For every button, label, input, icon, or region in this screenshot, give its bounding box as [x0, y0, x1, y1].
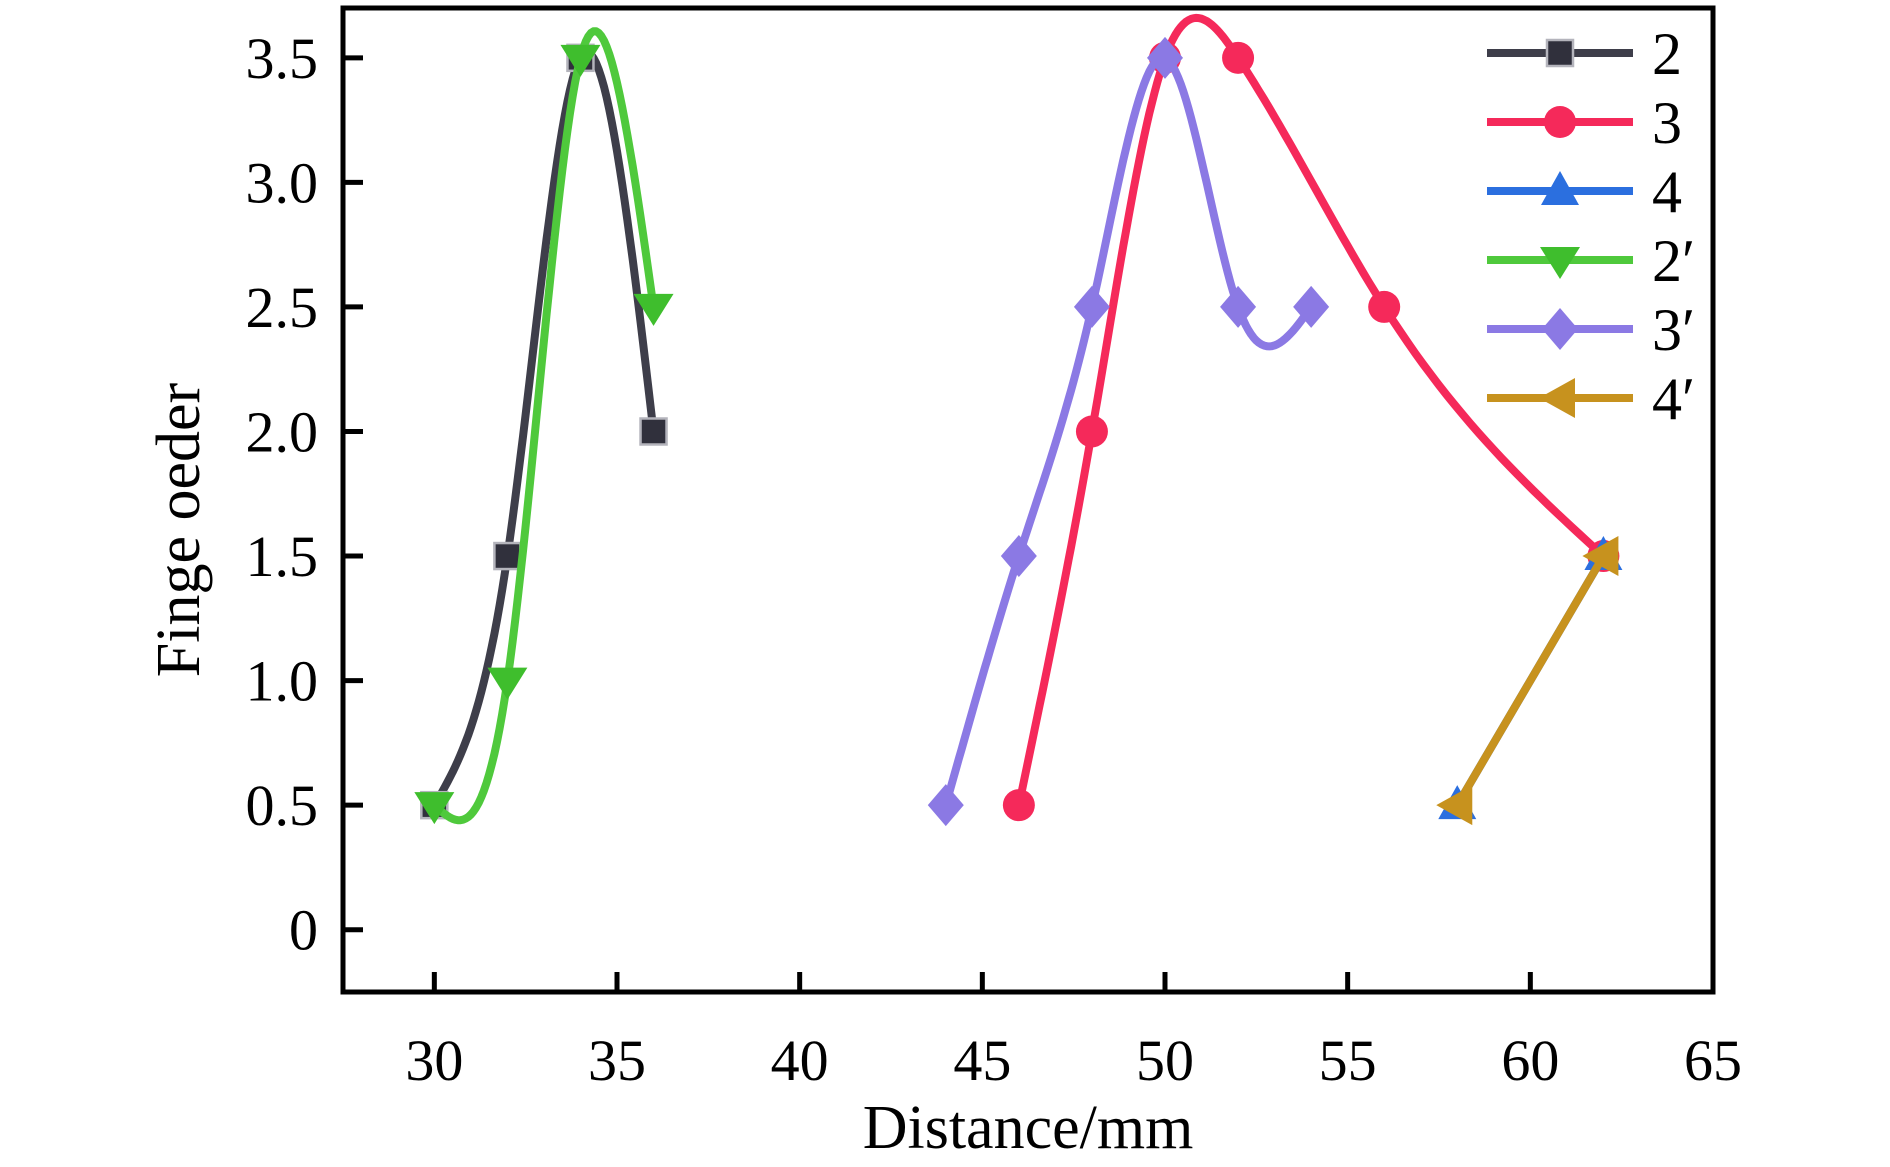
y-tick-label: 3.5 — [246, 26, 319, 91]
series-6-marker — [1436, 785, 1473, 826]
x-tick-label: 65 — [1684, 1028, 1742, 1093]
legend-marker — [1545, 38, 1575, 68]
legend-marker — [1539, 378, 1575, 418]
legend-item-4: 2′ — [1487, 228, 1695, 294]
series-6-line — [1453, 552, 1608, 810]
plot-area — [340, 5, 1716, 995]
series-5-marker — [1073, 285, 1110, 328]
y-tick-label: 0.5 — [246, 773, 319, 838]
legend-item-1: 2 — [1487, 21, 1682, 87]
y-tick-label: 2.5 — [246, 275, 319, 340]
x-tick-label: 40 — [771, 1028, 829, 1093]
series-5-marker — [1293, 285, 1330, 328]
series-5-line — [941, 53, 1316, 810]
series-4-line — [430, 27, 658, 825]
series-4-marker — [487, 667, 528, 700]
series-5-marker — [1220, 285, 1257, 328]
series-2-marker — [1222, 41, 1255, 74]
series-2-marker — [1368, 290, 1401, 323]
legend-label: 2 — [1652, 21, 1682, 87]
series-4-marker — [560, 44, 601, 77]
y-tick-label: 2.0 — [246, 399, 319, 464]
legend-label: 2′ — [1652, 228, 1695, 294]
x-tick-label: 35 — [588, 1028, 646, 1093]
series-2-line — [1014, 13, 1608, 810]
series-6 — [1436, 536, 1619, 826]
y-tick-label: 0 — [289, 898, 318, 963]
x-tick-label: 60 — [1501, 1028, 1559, 1093]
series-4-marker — [414, 792, 455, 825]
y-tick-label: 1.0 — [246, 649, 319, 714]
series-5-marker — [1000, 535, 1037, 578]
x-tick-label: 45 — [953, 1028, 1011, 1093]
series-2-marker — [1075, 415, 1108, 448]
x-axis-label: Distance/mm — [863, 1094, 1194, 1162]
legend-label: 4 — [1652, 159, 1682, 225]
series-4-marker — [633, 293, 674, 326]
legend-item-2: 3 — [1487, 90, 1682, 156]
series-group — [414, 13, 1623, 827]
y-tick-label: 1.5 — [246, 524, 319, 589]
legend-item-5: 3′ — [1487, 297, 1695, 363]
series-1-line — [430, 48, 658, 810]
series-5-marker — [927, 784, 964, 827]
x-tick-label: 30 — [405, 1028, 463, 1093]
series-5 — [927, 36, 1330, 827]
legend-label: 3 — [1652, 90, 1682, 156]
y-axis: 0 0.5 1.0 1.5 2.0 2.5 3.0 3.5 — [246, 26, 363, 963]
y-tick-label: 3.0 — [246, 150, 319, 215]
series-1-marker — [639, 417, 668, 446]
legend-marker — [1541, 171, 1579, 205]
legend-label: 4′ — [1652, 366, 1695, 432]
legend-label: 3′ — [1652, 297, 1695, 363]
legend-item-3: 4 — [1487, 159, 1682, 225]
legend-marker — [1540, 247, 1580, 279]
x-tick-label: 50 — [1136, 1028, 1194, 1093]
x-axis: 30 35 40 45 50 55 60 65 — [405, 972, 1742, 1093]
series-1 — [420, 43, 668, 820]
x-tick-label: 55 — [1319, 1028, 1377, 1093]
legend-item-6: 4′ — [1487, 366, 1695, 432]
legend-marker — [1542, 308, 1578, 350]
series-6-marker — [1582, 536, 1619, 577]
series-5-marker — [1147, 36, 1183, 79]
legend-marker — [1544, 106, 1576, 138]
y-axis-label: Finge oeder — [145, 382, 213, 677]
series-4 — [414, 27, 674, 825]
series-1-marker — [493, 541, 522, 571]
series-2-marker — [1002, 789, 1035, 822]
